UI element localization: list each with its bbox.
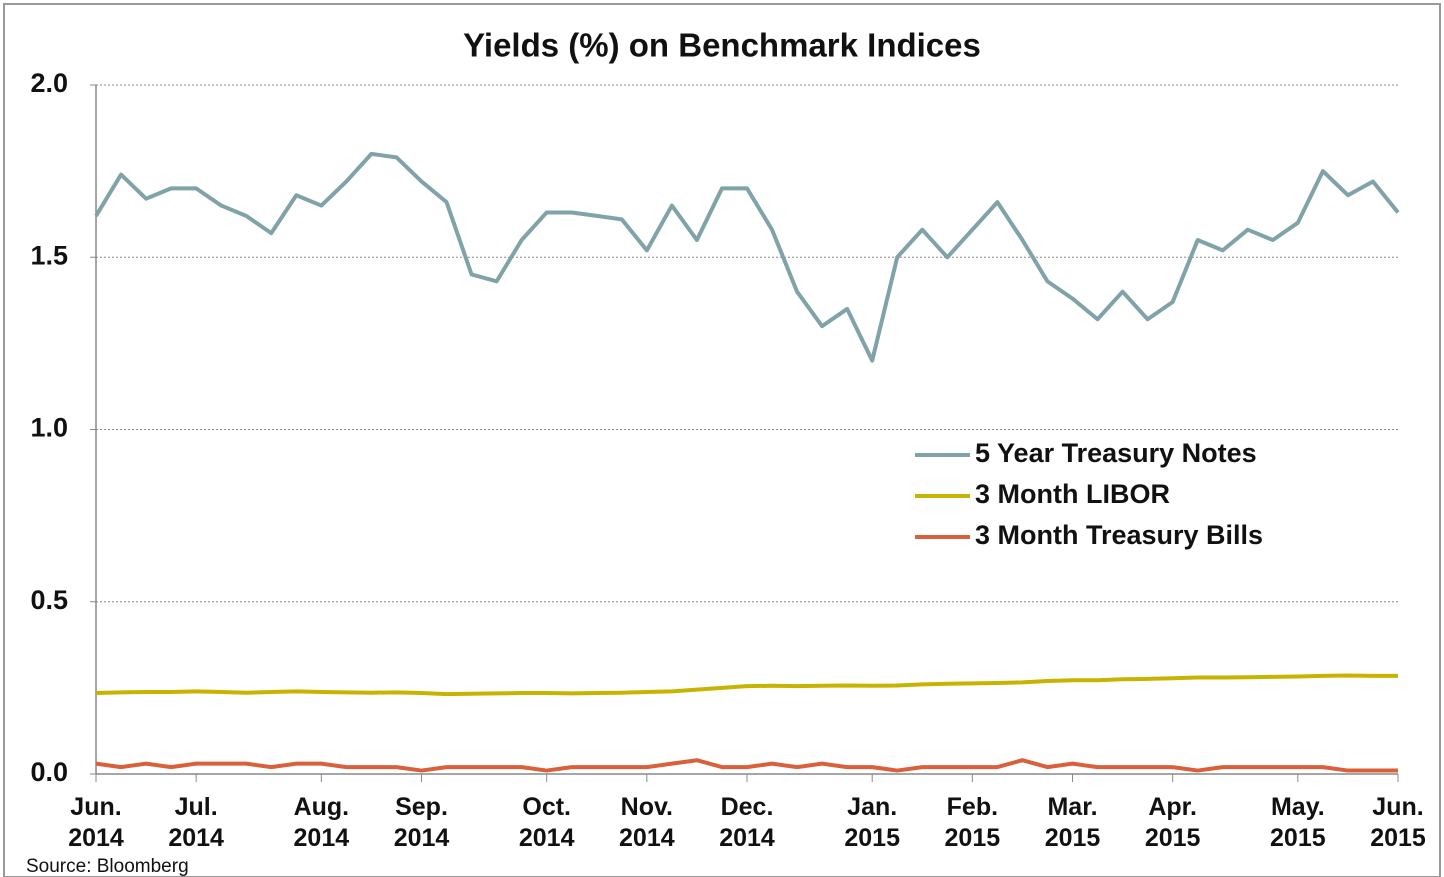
y-tick-label: 2.0: [30, 68, 68, 98]
x-tick-label: Aug. 2014: [293, 793, 350, 852]
chart-title: Yields (%) on Benchmark Indices: [463, 27, 981, 64]
x-tick-label: Sep. 2014: [393, 793, 450, 852]
y-tick-label: 0.0: [30, 757, 68, 787]
legend-label: 5 Year Treasury Notes: [975, 438, 1257, 468]
x-tick-label: Mar. 2015: [1044, 793, 1101, 852]
x-tick-label: Apr. 2015: [1144, 793, 1201, 852]
series-line: [95, 673, 1398, 697]
x-tick-label: Oct. 2014: [518, 793, 575, 852]
x-tick-label: Dec. 2014: [719, 793, 775, 852]
series-line: [94, 151, 1400, 363]
x-tick-label: May. 2015: [1270, 793, 1326, 852]
y-tick-label: 1.0: [30, 413, 68, 443]
y-tick-label: 0.5: [30, 585, 68, 615]
x-tick-label: Jun. 2014: [68, 793, 124, 852]
x-tick-label: Feb. 2015: [944, 793, 1001, 852]
x-tick-label: Jul. 2014: [168, 793, 224, 852]
series-line: [95, 758, 1398, 773]
source: Source: Bloomberg: [26, 856, 189, 877]
legend-label: 3 Month Treasury Bills: [975, 520, 1263, 550]
x-tick-label: Jan. 2015: [844, 793, 900, 852]
y-tick-label: 1.5: [30, 240, 68, 270]
legend-label: 3 Month LIBOR: [975, 479, 1170, 509]
x-tick-label: Nov. 2014: [619, 793, 675, 852]
x-tick-label: Jun. 2015: [1370, 793, 1426, 852]
frame: [3, 3, 1441, 877]
